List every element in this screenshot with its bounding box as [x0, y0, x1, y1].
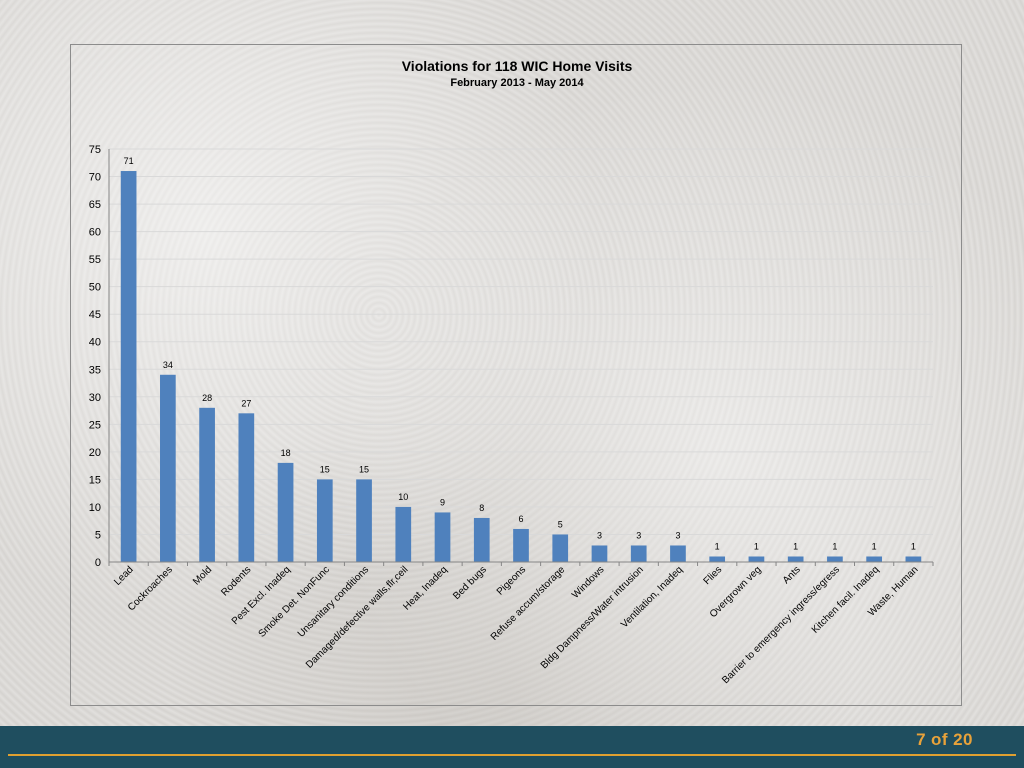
category-label: Kitchen facil. Inadeq	[810, 564, 881, 635]
bar	[513, 528, 529, 562]
y-tick-label: 45	[89, 309, 101, 321]
y-tick-label: 70	[89, 172, 101, 184]
bar	[905, 556, 922, 562]
data-label: 3	[636, 530, 641, 540]
bar	[356, 479, 372, 562]
data-label: 1	[911, 541, 916, 551]
bar	[199, 407, 215, 562]
category-label: Mold	[191, 564, 214, 587]
category-label: Windows	[570, 564, 606, 600]
data-label: 3	[675, 530, 680, 540]
footer-divider-line	[8, 754, 1016, 756]
bar	[434, 512, 451, 562]
bar-chart: Violations for 118 WIC Home Visits Febru…	[89, 58, 934, 686]
page-indicator: 7 of 20	[916, 730, 978, 750]
category-label: Rodents	[219, 564, 253, 598]
y-tick-label: 0	[95, 557, 101, 569]
bar	[473, 517, 490, 562]
y-tick-label: 20	[89, 447, 101, 459]
y-tick-label: 5	[95, 529, 101, 541]
gridlines	[109, 148, 933, 535]
y-tick-label: 60	[89, 227, 101, 239]
bar	[238, 413, 255, 562]
data-label: 1	[872, 541, 877, 551]
data-label: 34	[163, 360, 173, 370]
y-tick-label: 30	[89, 392, 101, 404]
chart-title: Violations for 118 WIC Home Visits	[402, 58, 633, 74]
data-label: 3	[597, 530, 602, 540]
data-label: 6	[518, 514, 523, 524]
y-tick-label: 50	[89, 282, 101, 294]
category-label: Flies	[702, 564, 725, 587]
y-tick-label: 35	[89, 364, 101, 376]
bar	[787, 556, 804, 562]
bar	[748, 556, 765, 562]
bar	[316, 479, 333, 562]
bar	[866, 556, 882, 562]
data-label: 8	[479, 503, 484, 513]
footer-bar: 7 of 20	[0, 726, 1024, 768]
category-label: Bed bugs	[451, 564, 489, 602]
bar	[591, 545, 608, 562]
chart-subtitle: February 2013 - May 2014	[450, 77, 584, 89]
data-label: 5	[558, 519, 563, 529]
data-label: 1	[715, 541, 720, 551]
data-label: 1	[754, 541, 759, 551]
data-label: 15	[320, 464, 330, 474]
y-tick-label: 55	[89, 254, 101, 266]
bar	[709, 556, 726, 562]
bar	[630, 545, 647, 562]
y-tick-label: 15	[89, 474, 101, 486]
chart-frame: Violations for 118 WIC Home Visits Febru…	[70, 44, 962, 706]
data-label: 15	[359, 464, 369, 474]
bar	[120, 171, 137, 562]
y-tick-label: 25	[89, 419, 101, 431]
y-tick-label: 75	[89, 144, 101, 156]
data-label: 1	[793, 541, 798, 551]
category-label: Smoke Det. NonFunc	[257, 564, 332, 639]
data-label: 18	[281, 448, 291, 458]
bars: 71 34 28 27 18 15 15 10 9 8 6 5 3 3 3 1 1 1 1 1 1	[120, 156, 922, 562]
category-label: Lead	[112, 564, 136, 588]
bar	[552, 534, 569, 562]
data-label: 28	[202, 393, 212, 403]
bar	[277, 462, 294, 562]
y-tick-label: 65	[89, 199, 101, 211]
category-label: Refuse accum/storage	[489, 564, 568, 643]
total-pages-number: 20	[953, 730, 973, 749]
bar	[827, 556, 843, 562]
data-label: 71	[124, 156, 134, 166]
current-page-number: 7	[916, 730, 927, 749]
y-tick-label: 10	[89, 502, 101, 514]
data-label: 1	[832, 541, 837, 551]
y-tick-label: 40	[89, 337, 101, 349]
data-label: 9	[440, 497, 445, 507]
bar	[395, 506, 412, 562]
data-label: 10	[398, 492, 408, 502]
bar	[160, 374, 176, 562]
category-label: Pigeons	[495, 564, 528, 597]
page-of-label: of	[931, 730, 949, 749]
data-label: 27	[241, 398, 251, 408]
category-label: Ants	[781, 564, 803, 586]
axes: 051015202530354045505560657075LeadCockro…	[89, 144, 934, 686]
category-label: Unsanitary conditions	[296, 564, 371, 639]
bar	[670, 545, 686, 562]
